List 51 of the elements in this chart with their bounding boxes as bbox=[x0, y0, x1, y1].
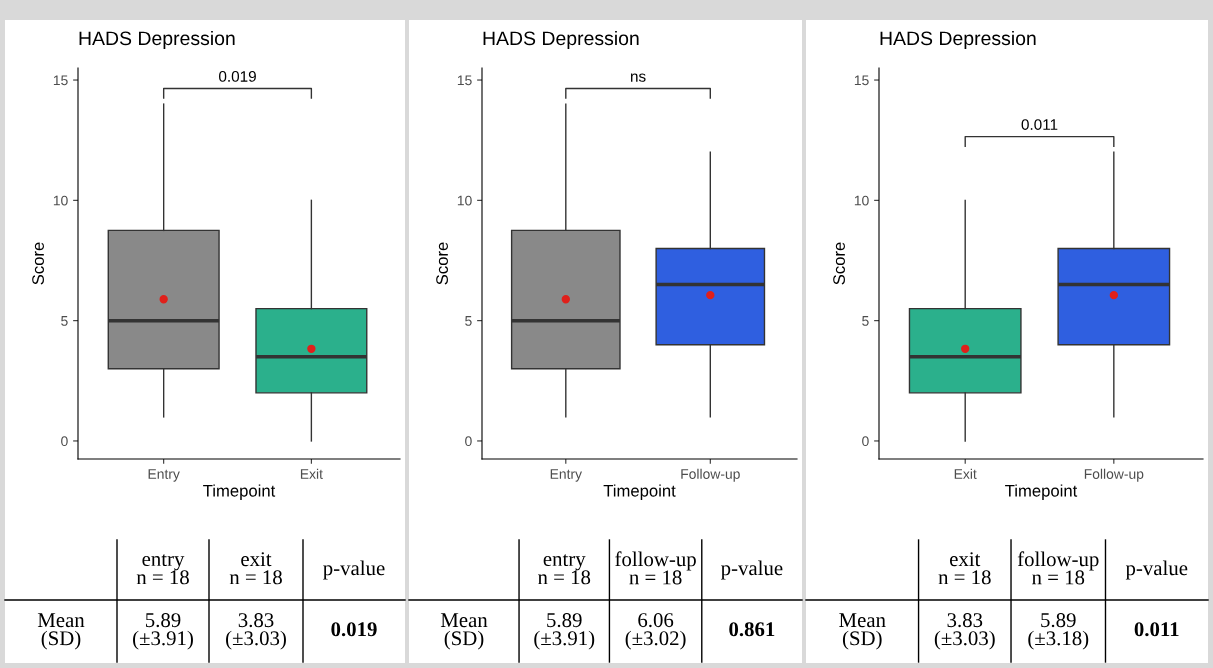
text: entry n = 18 bbox=[538, 554, 591, 585]
text: p-value bbox=[720, 560, 783, 580]
text: 0.019 bbox=[331, 622, 377, 637]
chart-title: HADS Depression bbox=[880, 30, 1036, 50]
text: 0.861 bbox=[729, 622, 775, 637]
y-tick-label: 10 bbox=[53, 195, 68, 206]
y-tick-label: 0 bbox=[61, 436, 68, 447]
annotation: 0.011 bbox=[1021, 119, 1058, 130]
y-tick-label: 5 bbox=[862, 316, 869, 326]
text: 3.83 (±3.03) bbox=[934, 613, 995, 650]
text: Mean (SD) bbox=[37, 613, 85, 650]
text: follow-up n = 18 bbox=[615, 551, 696, 585]
text: 5.89 (±3.18) bbox=[1028, 613, 1089, 650]
text: exit n = 18 bbox=[229, 552, 282, 585]
y-tick-label: 0 bbox=[465, 436, 472, 447]
text: 0.011 bbox=[1134, 622, 1179, 637]
text: follow-up n = 18 bbox=[1017, 551, 1099, 585]
y-tick-label: 15 bbox=[53, 75, 68, 86]
x-tick-label: Entry bbox=[148, 469, 180, 482]
y-tick-label: 15 bbox=[854, 75, 869, 86]
annotation: 0.019 bbox=[219, 71, 256, 82]
y-axis-title: Score bbox=[833, 242, 845, 285]
y-tick-label: 0 bbox=[862, 436, 869, 447]
chart-title: HADS Depression bbox=[79, 30, 235, 50]
text: p-value bbox=[1125, 560, 1188, 580]
y-tick-label: 10 bbox=[457, 195, 472, 206]
y-tick-label: 10 bbox=[854, 195, 869, 206]
text: 5.89 (±3.91) bbox=[133, 613, 193, 650]
y-tick-label: 15 bbox=[457, 75, 472, 86]
chart-title: HADS Depression bbox=[483, 30, 639, 50]
x-tick-label: Follow-up bbox=[1084, 468, 1144, 482]
text: 6.06 (±3.02) bbox=[625, 613, 686, 650]
text: exit n = 18 bbox=[938, 552, 991, 585]
y-tick-label: 5 bbox=[61, 316, 68, 326]
text: p-value bbox=[323, 560, 385, 580]
x-tick-label: Exit bbox=[300, 468, 323, 479]
text: 5.89 (±3.91) bbox=[534, 613, 595, 650]
x-axis-title: Timepoint bbox=[603, 484, 676, 500]
text: Mean (SD) bbox=[839, 613, 886, 650]
x-tick-label: Exit bbox=[954, 468, 977, 479]
text: Mean (SD) bbox=[440, 613, 488, 650]
x-tick-label: Entry bbox=[550, 469, 582, 482]
x-axis-title: Timepoint bbox=[203, 484, 276, 500]
x-axis-title: Timepoint bbox=[1005, 484, 1078, 500]
text: 3.83 (±3.03) bbox=[226, 613, 286, 650]
text: entry n = 18 bbox=[136, 554, 189, 585]
y-axis-title: Score bbox=[436, 242, 448, 285]
y-tick-label: 5 bbox=[465, 316, 472, 326]
annotation: ns bbox=[631, 73, 646, 82]
y-axis-title: Score bbox=[32, 242, 44, 285]
x-tick-label: Follow-up bbox=[681, 468, 740, 482]
